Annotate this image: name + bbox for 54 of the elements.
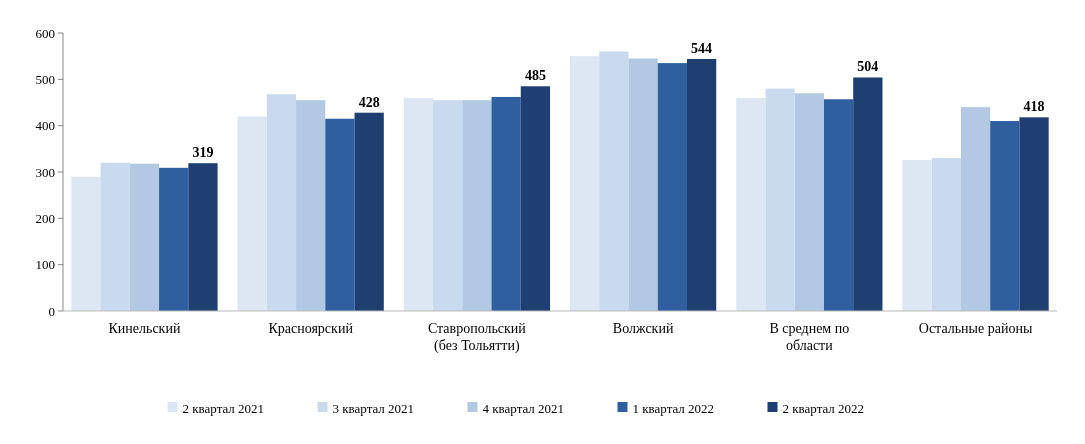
data-label: 504	[857, 59, 879, 75]
data-label: 418	[1023, 99, 1045, 115]
bar	[237, 116, 267, 311]
bar	[657, 63, 687, 311]
y-tick-label: 0	[48, 303, 55, 319]
bar	[765, 88, 795, 311]
legend-label: 2 квартал 2021	[182, 400, 265, 416]
bar	[188, 163, 218, 311]
bar	[325, 118, 355, 311]
y-tick-label: 200	[35, 210, 55, 226]
bar	[960, 107, 991, 311]
bar	[902, 159, 932, 311]
bar	[462, 100, 492, 311]
bar	[736, 97, 766, 311]
bar	[129, 163, 160, 311]
bar	[569, 56, 600, 311]
bar	[686, 58, 717, 311]
bar	[266, 94, 297, 311]
y-tick-label: 500	[35, 71, 55, 87]
bar	[931, 158, 961, 311]
legend-label: 4 квартал 2021	[482, 400, 565, 416]
bar	[433, 100, 463, 311]
x-tick-label: Кинельский	[108, 321, 181, 336]
bar	[100, 162, 130, 311]
x-tick-label: Красноярский	[268, 321, 354, 336]
y-tick-label: 100	[35, 257, 55, 273]
x-tick-label: В среднем по области	[769, 321, 850, 353]
bar	[628, 58, 658, 311]
bar	[403, 97, 434, 311]
data-label: 319	[192, 145, 214, 161]
bar	[491, 96, 521, 311]
data-label: 544	[691, 40, 713, 56]
bar	[599, 51, 629, 311]
bar	[990, 121, 1020, 311]
bar	[296, 100, 326, 311]
bar	[823, 99, 854, 311]
legend-label: 2 квартал 2022	[782, 400, 865, 416]
bar	[853, 77, 883, 311]
x-tick-label: Волжский	[612, 321, 674, 336]
bar	[71, 176, 101, 311]
y-tick-label: 400	[35, 118, 55, 134]
data-label: 428	[358, 94, 380, 110]
y-tick-label: 600	[35, 25, 55, 41]
x-tick-label: Остальные районы	[918, 321, 1033, 336]
y-tick-label: 300	[35, 164, 55, 180]
bar	[520, 86, 551, 311]
bar	[794, 93, 824, 311]
legend-label: 1 квартал 2022	[632, 400, 715, 416]
bar	[354, 112, 384, 311]
x-tick-label: Ставропольский (без Тольятти)	[427, 321, 527, 354]
data-label: 485	[524, 68, 546, 84]
bar	[1019, 117, 1049, 311]
bar	[159, 167, 189, 311]
legend-label: 3 квартал 2021	[332, 400, 415, 416]
